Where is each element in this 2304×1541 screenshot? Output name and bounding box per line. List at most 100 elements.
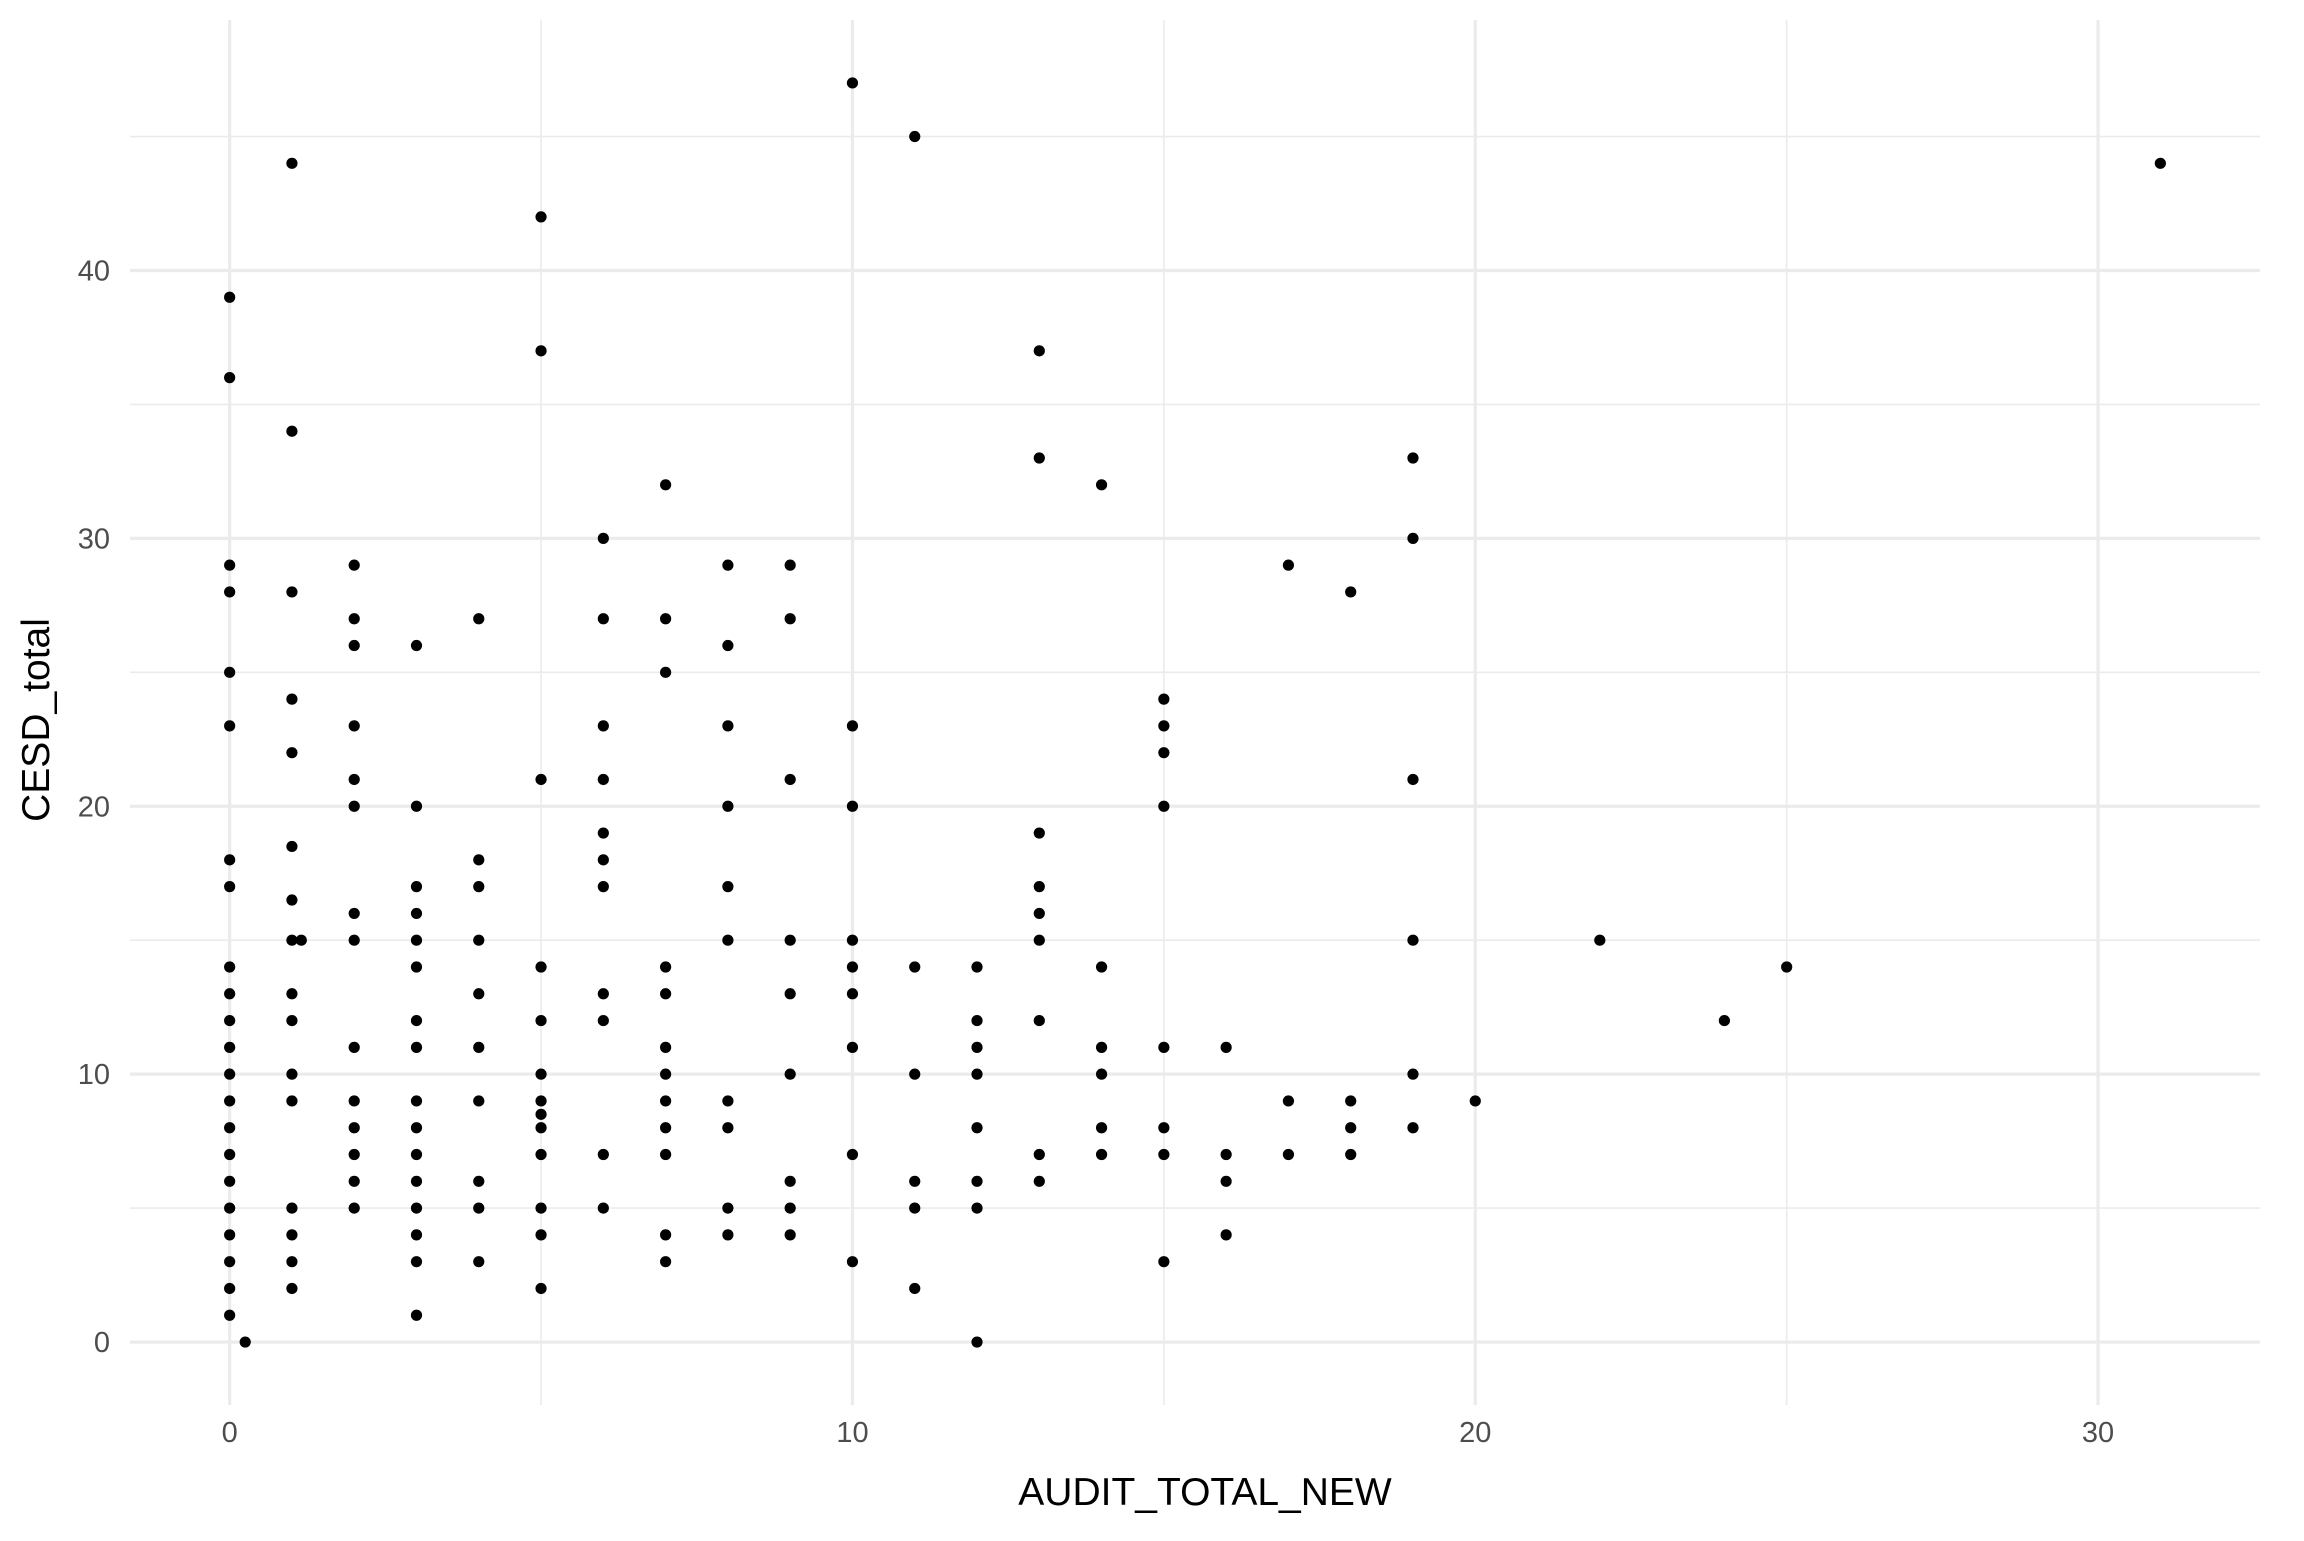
y-tick-label: 30 (78, 523, 110, 555)
data-point (224, 720, 236, 732)
data-point (784, 1229, 796, 1241)
y-axis-tick-labels: 0 10 20 30 40 (78, 255, 110, 1359)
data-point (1220, 1041, 1232, 1053)
data-point (784, 1175, 796, 1187)
x-axis-title: AUDIT_TOTAL_NEW (1018, 1471, 1392, 1514)
data-point (1158, 693, 1170, 705)
data-point (597, 854, 609, 866)
data-point (473, 934, 485, 946)
data-point (286, 1256, 298, 1268)
data-point (473, 1202, 485, 1214)
data-point (1033, 1014, 1045, 1027)
data-point (1282, 1095, 1295, 1107)
data-point (224, 372, 236, 384)
data-point (535, 1229, 547, 1241)
data-point (784, 613, 796, 625)
data-point (597, 613, 609, 625)
data-point (410, 1041, 423, 1053)
data-point (410, 881, 423, 893)
data-point (784, 988, 796, 1000)
data-point (286, 1229, 298, 1241)
data-point (784, 773, 796, 786)
data-point (722, 639, 734, 652)
data-point (535, 1014, 547, 1027)
data-point (1407, 1068, 1419, 1080)
data-point (971, 1202, 983, 1214)
data-point (348, 559, 360, 571)
data-point (1033, 881, 1045, 893)
data-point (535, 1122, 547, 1134)
data-point (224, 988, 236, 1000)
data-point (971, 1041, 983, 1053)
data-point (597, 1202, 609, 1214)
data-point (410, 1122, 423, 1134)
data-point (224, 1282, 236, 1295)
data-point (224, 1256, 236, 1268)
data-point (410, 800, 423, 812)
data-point (909, 1202, 921, 1214)
data-point (2154, 157, 2166, 169)
data-point (1033, 827, 1045, 839)
data-point (722, 1202, 734, 1214)
data-point (722, 1095, 734, 1107)
data-point (1158, 720, 1170, 732)
data-point (971, 1122, 983, 1134)
data-point (410, 1309, 423, 1321)
data-point (348, 1095, 360, 1107)
data-point (1158, 800, 1170, 812)
data-point (410, 1175, 423, 1187)
data-point (286, 894, 298, 906)
data-point (1158, 1148, 1170, 1161)
data-point (224, 1122, 236, 1134)
data-point (410, 907, 423, 920)
major-gridlines (130, 20, 2260, 1405)
data-point (846, 988, 859, 1000)
data-point (1095, 1122, 1108, 1134)
data-point (1158, 1041, 1170, 1053)
data-point (597, 881, 609, 893)
data-point (1220, 1148, 1232, 1161)
data-point (535, 961, 547, 973)
data-point (660, 1068, 672, 1080)
data-point (846, 961, 859, 973)
data-point (1158, 747, 1170, 759)
data-point (1033, 1148, 1045, 1161)
data-point (473, 1095, 485, 1107)
data-point (722, 1229, 734, 1241)
x-tick-label: 10 (836, 1417, 868, 1449)
data-point (1033, 934, 1045, 946)
data-point (660, 1095, 672, 1107)
data-point (286, 934, 298, 946)
data-point (1718, 1014, 1730, 1027)
data-point (1033, 452, 1045, 464)
data-point (410, 639, 423, 652)
data-point (535, 1202, 547, 1214)
data-point (660, 961, 672, 973)
data-point (1095, 479, 1108, 491)
data-point (784, 559, 796, 571)
data-points (224, 77, 2166, 1348)
data-point (410, 961, 423, 973)
data-point (722, 881, 734, 893)
data-point (348, 720, 360, 732)
data-point (410, 934, 423, 946)
data-point (597, 988, 609, 1000)
data-point (224, 881, 236, 893)
data-point (660, 1122, 672, 1134)
data-point (660, 988, 672, 1000)
data-point (846, 1041, 859, 1053)
data-point (660, 1041, 672, 1053)
data-point (410, 1229, 423, 1241)
data-point (224, 586, 236, 598)
minor-gridlines (130, 20, 2260, 1405)
x-axis-tick-labels: 0 10 20 30 (222, 1417, 2115, 1449)
data-point (286, 586, 298, 598)
data-point (348, 1148, 360, 1161)
data-point (1282, 559, 1295, 571)
data-point (1345, 586, 1357, 598)
x-tick-label: 30 (2082, 1417, 2114, 1449)
data-point (348, 800, 360, 812)
data-point (909, 1282, 921, 1295)
data-point (224, 1041, 236, 1053)
